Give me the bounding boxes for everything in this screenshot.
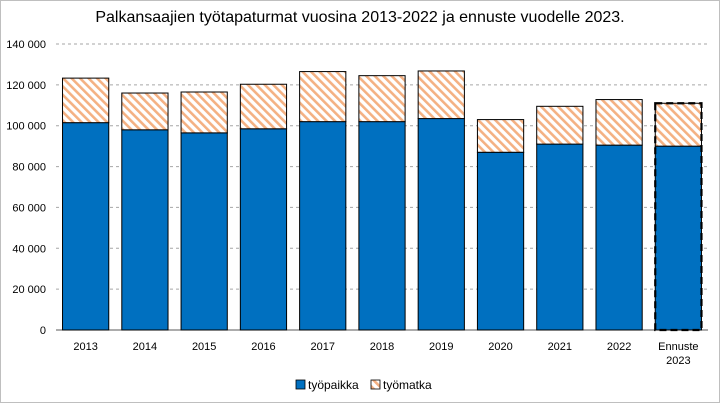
bar-tyomatka <box>417 70 465 120</box>
legend-label-tyopaikka: työpaikka <box>308 378 359 392</box>
bar-tyomatka <box>121 92 169 131</box>
bar-tyomatka <box>180 91 228 134</box>
x-tick-label: 2014 <box>133 341 157 353</box>
bar-tyomatka <box>299 71 347 123</box>
bar-tyomatka <box>476 119 525 153</box>
x-tick-label: 2019 <box>429 341 453 353</box>
y-tick-label: 40 000 <box>12 243 46 255</box>
forecast-outline <box>654 102 703 332</box>
y-tick-label: 100 000 <box>6 121 46 133</box>
bar-tyopaikka <box>180 132 228 331</box>
bar-tyopaikka <box>299 121 347 331</box>
bar-tyopaikka <box>654 145 702 331</box>
bar-tyomatka <box>536 105 584 145</box>
bar-tyopaikka <box>358 121 406 331</box>
x-tick-label: 2022 <box>607 341 631 353</box>
bar-tyomatka <box>239 83 288 130</box>
bar-tyopaikka <box>536 143 584 331</box>
x-tick-label: 2016 <box>251 341 275 353</box>
x-tick-label: 2015 <box>192 341 216 353</box>
legend-swatch-tyomatka <box>370 379 381 390</box>
y-tick-label: 120 000 <box>6 80 46 92</box>
legend: työpaikka työmatka <box>295 378 432 392</box>
y-axis-ticks: 0 20 000 40 000 60 000 80 000 100 000 120 000 1… <box>6 39 46 337</box>
bar-tyopaikka <box>121 129 169 331</box>
y-tick-label: 140 000 <box>6 39 46 51</box>
bar-tyopaikka <box>239 128 288 331</box>
chart-title: Palkansaajien työtapaturmat vuosina 2013… <box>95 9 625 26</box>
x-tick-label: 2013 <box>73 341 97 353</box>
x-tick-label: 2018 <box>370 341 394 353</box>
bar-tyomatka <box>595 99 643 146</box>
bars <box>62 70 703 332</box>
bar-tyomatka <box>358 75 406 123</box>
bar-tyopaikka <box>595 144 643 331</box>
x-tick-label: 2017 <box>310 341 334 353</box>
y-tick-label: 80 000 <box>12 162 46 174</box>
x-tick-label: 2020 <box>488 341 512 353</box>
x-tick-label: 2021 <box>548 341 572 353</box>
bar-tyopaikka <box>62 122 110 331</box>
x-tick-label: Ennuste 2023 <box>658 341 698 367</box>
bar-tyopaikka <box>417 118 465 331</box>
y-tick-label: 60 000 <box>12 202 46 214</box>
bar-tyomatka <box>62 77 110 124</box>
bar-tyopaikka <box>476 151 525 331</box>
legend-label-tyomatka: työmatka <box>383 378 432 392</box>
legend-swatch-tyopaikka <box>295 379 306 390</box>
bar-tyomatka <box>654 102 702 147</box>
y-tick-label: 20 000 <box>12 284 46 296</box>
y-tick-label: 0 <box>40 325 46 337</box>
x-axis-ticks: 2013 2014 2015 2016 2017 2018 2019 2020 2021 2022… <box>73 341 698 367</box>
